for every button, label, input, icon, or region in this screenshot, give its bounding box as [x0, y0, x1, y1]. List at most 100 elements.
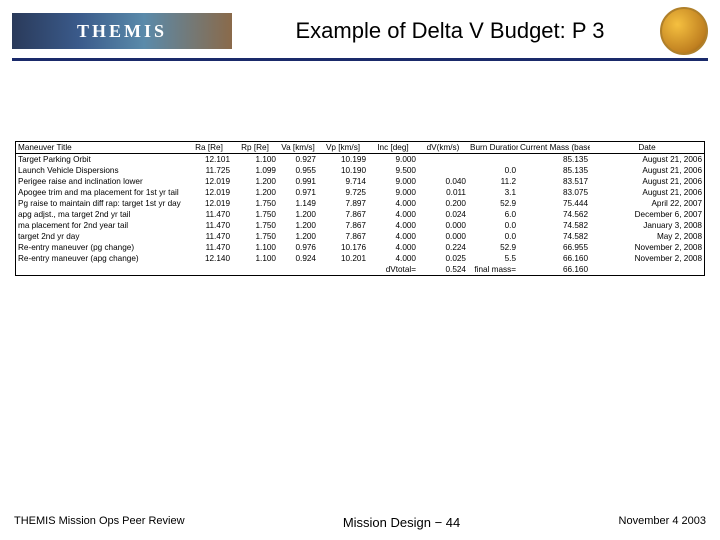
themis-logo: THEMIS [12, 13, 232, 49]
table-cell: 6.0 [468, 209, 518, 220]
table-cell: 7.867 [318, 231, 368, 242]
table-cell: May 2, 2008 [590, 231, 704, 242]
table-row: target 2nd yr day11.4701.7501.2007.8674.… [16, 231, 704, 242]
table-cell: 9.714 [318, 176, 368, 187]
table-cell: Target Parking Orbit [16, 154, 186, 166]
table-cell: 52.9 [468, 242, 518, 253]
header-divider [12, 58, 708, 61]
table-cell: 11.470 [186, 231, 232, 242]
table-cell: 0.200 [418, 198, 468, 209]
table-cell: 9.725 [318, 187, 368, 198]
table-cell [418, 165, 468, 176]
table-cell: 7.867 [318, 220, 368, 231]
table-cell: August 21, 2006 [590, 187, 704, 198]
table-cell [418, 154, 468, 166]
table-cell: Re-entry maneuver (apg change) [16, 253, 186, 264]
col-rp: Rp [Re] [232, 142, 278, 154]
table-cell: 0.0 [468, 231, 518, 242]
table-cell: 7.867 [318, 209, 368, 220]
table-cell: 0.040 [418, 176, 468, 187]
table-cell: 75.444 [518, 198, 590, 209]
table-cell: 83.517 [518, 176, 590, 187]
table-row: Launch Vehicle Dispersions11.7251.0990.9… [16, 165, 704, 176]
table-row: Pg raise to maintain diff rap: target 1s… [16, 198, 704, 209]
table-cell: 11.470 [186, 220, 232, 231]
table-cell: 74.582 [518, 220, 590, 231]
table-cell: April 22, 2007 [590, 198, 704, 209]
col-ra: Ra [Re] [186, 142, 232, 154]
col-vp: Vp [km/s] [318, 142, 368, 154]
table-cell: 5.5 [468, 253, 518, 264]
page-title: Example of Delta V Budget: P 3 [232, 18, 660, 44]
table-cell: 4.000 [368, 209, 418, 220]
table-cell: 12.019 [186, 187, 232, 198]
table-cell: 66.955 [518, 242, 590, 253]
table-cell: 85.135 [518, 165, 590, 176]
col-dv: dV(km/s) [418, 142, 468, 154]
table-cell: 1.200 [232, 176, 278, 187]
table-cell: 1.099 [232, 165, 278, 176]
table-cell: 1.200 [278, 220, 318, 231]
table-cell: November 2, 2008 [590, 242, 704, 253]
table-cell: 1.100 [232, 253, 278, 264]
table-cell: 0.025 [418, 253, 468, 264]
mass-total-value: 66.160 [518, 264, 590, 275]
table-cell: Launch Vehicle Dispersions [16, 165, 186, 176]
table-cell: November 2, 2008 [590, 253, 704, 264]
table-cell: 0.000 [418, 231, 468, 242]
table-cell: 74.582 [518, 231, 590, 242]
table-cell: 4.000 [368, 220, 418, 231]
table-cell: 0.955 [278, 165, 318, 176]
col-mass: Current Mass (base loading) [518, 142, 590, 154]
table-cell: 0.0 [468, 165, 518, 176]
table-cell: 1.200 [232, 187, 278, 198]
table-cell: December 6, 2007 [590, 209, 704, 220]
table-cell: 1.100 [232, 154, 278, 166]
col-burn: Burn Duration [468, 142, 518, 154]
table-cell: 9.500 [368, 165, 418, 176]
table-cell [468, 154, 518, 166]
table-cell: 3.1 [468, 187, 518, 198]
footer-right: November 4 2003 [619, 515, 706, 530]
table-cell: 11.725 [186, 165, 232, 176]
delta-v-table: Maneuver Title Ra [Re] Rp [Re] Va [km/s]… [15, 141, 705, 276]
table-cell: 0.011 [418, 187, 468, 198]
table-cell: 83.075 [518, 187, 590, 198]
table-cell: 1.200 [278, 231, 318, 242]
table-cell: 9.000 [368, 187, 418, 198]
table-cell: 0.000 [418, 220, 468, 231]
table-row: Target Parking Orbit12.1011.1000.92710.1… [16, 154, 704, 166]
table-cell: 4.000 [368, 231, 418, 242]
table-cell: 1.750 [232, 231, 278, 242]
table-cell: 12.101 [186, 154, 232, 166]
table-cell: 0.924 [278, 253, 318, 264]
table-cell: August 21, 2006 [590, 165, 704, 176]
table-cell: January 3, 2008 [590, 220, 704, 231]
table-cell: 0.971 [278, 187, 318, 198]
table-cell: 1.750 [232, 198, 278, 209]
table-cell: apg adjst., ma target 2nd yr tail [16, 209, 186, 220]
table-cell: 4.000 [368, 198, 418, 209]
table-cell: 1.750 [232, 209, 278, 220]
logo-text: THEMIS [77, 21, 167, 42]
table-row: Apogee trim and ma placement for 1st yr … [16, 187, 704, 198]
table-cell: 10.199 [318, 154, 368, 166]
table-cell: 1.149 [278, 198, 318, 209]
table-row: ma placement for 2nd year tail11.4701.75… [16, 220, 704, 231]
col-date: Date [590, 142, 704, 154]
table-cell: 12.019 [186, 198, 232, 209]
table-cell: August 21, 2006 [590, 154, 704, 166]
mass-total-label: final mass= [468, 264, 518, 275]
table-cell: 9.000 [368, 154, 418, 166]
table-cell: 10.201 [318, 253, 368, 264]
table-cell: 0.224 [418, 242, 468, 253]
table-cell: 52.9 [468, 198, 518, 209]
table-cell: 66.160 [518, 253, 590, 264]
table-cell: 1.750 [232, 220, 278, 231]
table-cell: Re-entry maneuver (pg change) [16, 242, 186, 253]
table-cell: 11.2 [468, 176, 518, 187]
table-row: apg adjst., ma target 2nd yr tail11.4701… [16, 209, 704, 220]
table-cell: 1.100 [232, 242, 278, 253]
table-cell: 0.927 [278, 154, 318, 166]
col-title: Maneuver Title [16, 142, 186, 154]
